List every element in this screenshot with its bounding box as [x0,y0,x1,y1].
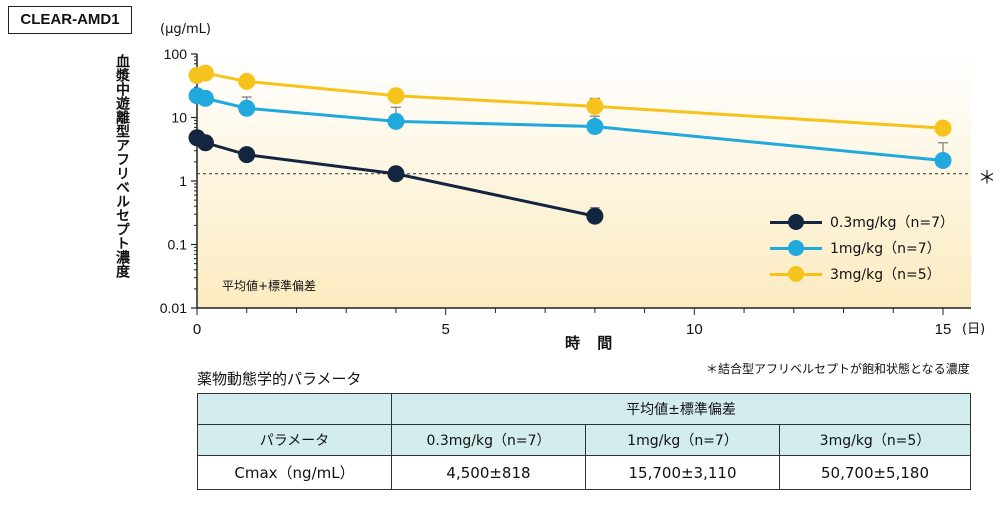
x-axis-label: 時 間 [565,334,619,352]
data-point [934,152,952,170]
table-group-header-row: 平均値±標準偏差 [197,393,971,425]
data-point [196,64,214,82]
y-unit-label: (µg/mL) [160,22,211,37]
y-tick-label: 1 [179,173,187,189]
table-cell: 4,500±818 [391,455,586,490]
table-cell-param: Cmax（ng/mL） [197,455,392,490]
series-3 [188,64,952,137]
table-cell: 15,700±3,110 [585,455,780,490]
table-group-header: 平均値±標準偏差 [391,393,971,425]
data-point [238,99,256,117]
y-tick-label: 0.01 [160,300,187,316]
x-tick-label: 5 [441,321,449,338]
legend-marker [788,240,804,256]
y-axis-label: 血漿中遊離型アフリベルセプト濃度 [114,54,130,278]
threshold-asterisk: ＊ [978,168,996,189]
x-tick-label: 10 [686,321,703,338]
table-header-cell: パラメータ [197,424,392,456]
data-point [934,119,952,137]
data-point [196,134,214,152]
data-point [586,118,604,136]
legend-marker [788,266,804,282]
table-title: 薬物動態学的パラメータ [197,370,362,388]
table-row: Cmax（ng/mL） 4,500±818 15,700±3,110 50,70… [197,455,971,490]
y-tick-label: 100 [164,46,188,62]
study-tag: CLEAR-AMD1 [8,6,132,34]
data-point [387,87,405,105]
x-unit-label: (日) [962,322,986,337]
data-point [238,72,256,90]
data-point [387,112,405,130]
y-tick-label: 0.1 [168,237,188,253]
legend-label: 3mg/kg（n=5） [830,267,941,283]
data-point [238,146,256,164]
pk-parameter-table: 平均値±標準偏差 パラメータ 0.3mg/kg（n=7） 1mg/kg（n=7）… [197,393,971,490]
table-cell: 50,700±5,180 [779,455,971,490]
footnote: ＊結合型アフリベルセプトが飽和状態となる濃度 [706,362,970,376]
x-tick-label: 0 [193,321,201,338]
table-header-cell: 1mg/kg（n=7） [585,424,780,456]
x-tick-label: 15 [935,321,952,338]
series-1 [188,129,604,225]
legend-label: 0.3mg/kg（n=7） [830,215,955,231]
data-point [196,89,214,107]
series-2 [188,87,952,170]
legend-label: 1mg/kg（n=7） [830,241,941,257]
data-point [387,165,405,183]
data-point [586,207,604,225]
plot-area-background [197,54,971,308]
data-point [586,97,604,115]
table-header-blank [197,393,392,425]
table-header-cell: 3mg/kg（n=5） [779,424,971,456]
legend-marker [788,214,804,230]
table-header-row: パラメータ 0.3mg/kg（n=7） 1mg/kg（n=7） 3mg/kg（n… [197,424,971,456]
y-tick-label: 10 [171,110,187,126]
table-header-cell: 0.3mg/kg（n=7） [391,424,586,456]
error-bar-note: 平均値+標準偏差 [222,279,317,293]
